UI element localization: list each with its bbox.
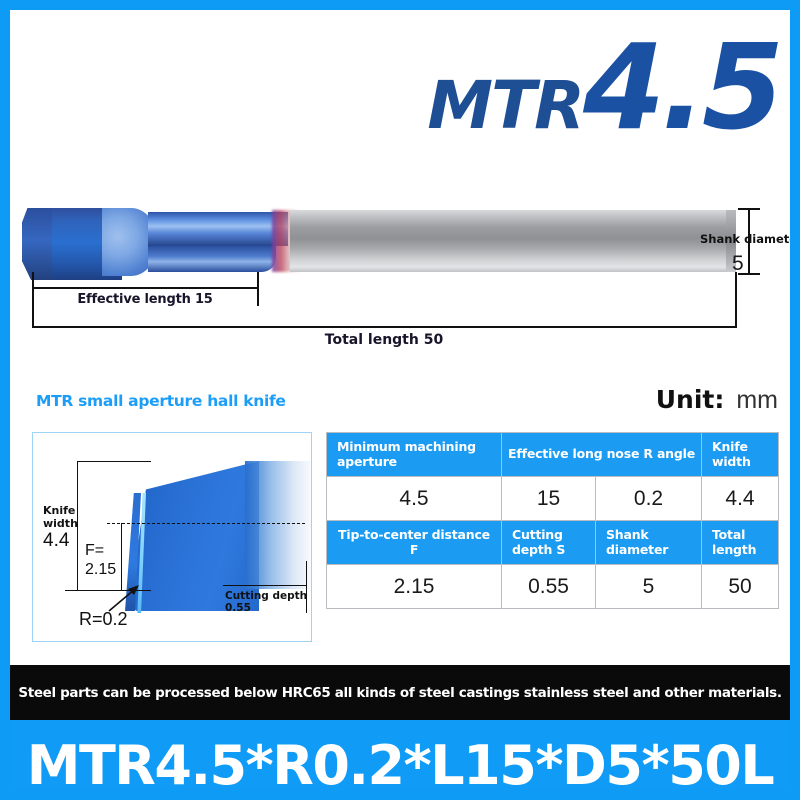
table-header-row-2: Tip-to-center distance F Cutting depth S… <box>326 520 779 565</box>
value-knife-width: 4.4 <box>701 476 779 521</box>
insert-fade-overlay <box>245 461 311 589</box>
header-shank-diameter: Shank diameter <box>595 520 702 565</box>
section-title: MTR small aperture hall knife <box>36 392 286 410</box>
cutting-tip-detail-drawing: Knife width 4.4 F= 2.15 R=0.2 Cutting dept… <box>32 432 312 642</box>
value-minimum-machining-aperture: 4.5 <box>326 476 502 521</box>
f-distance-label: F= 2.15 <box>85 541 116 579</box>
knife-width-tick-top <box>77 461 151 463</box>
knife-width-label-line2: width <box>43 516 78 530</box>
material-note-text: Steel parts can be processed below HRC65… <box>18 684 782 701</box>
effective-length-tick-right <box>257 272 259 306</box>
insert-body-shape <box>129 461 259 611</box>
total-length-label: Total length 50 <box>324 332 444 348</box>
value-shank-diameter: 5 <box>595 564 702 609</box>
coated-shank-upper <box>148 212 288 246</box>
specification-table: Minimum machining aperture Effective lon… <box>326 432 779 609</box>
steel-shank <box>290 210 735 272</box>
unit-indicator: Unit: mm <box>656 385 778 415</box>
cutting-head-face <box>22 208 52 280</box>
shank-diameter-tick-bottom <box>738 273 760 275</box>
table-value-row-1: 4.5 15 0.2 4.4 <box>326 476 779 521</box>
total-length-tick-left <box>32 310 34 328</box>
header-tip-to-center-distance: Tip-to-center distance F <box>326 520 502 565</box>
knife-width-label: Knife width <box>43 504 78 530</box>
nose-radius-arrow-icon <box>108 585 139 612</box>
effective-length-tick-left <box>32 272 34 324</box>
shank-diameter-value: 5 <box>732 252 744 275</box>
tool-illustration <box>10 180 790 355</box>
table-header-row-1: Minimum machining aperture Effective lon… <box>326 432 779 477</box>
nose-radius-label: R=0.2 <box>79 609 128 629</box>
coated-shank-lower <box>148 246 276 272</box>
material-note-bar: Steel parts can be processed below HRC65… <box>10 665 790 720</box>
product-code-bar: MTR4.5*R0.2*L15*D5*50L <box>10 720 790 790</box>
knife-width-dimension-line <box>77 461 79 591</box>
insert-edge-highlight <box>137 493 146 613</box>
total-length-tick-right <box>735 272 737 328</box>
cutting-depth-callout: Cutting depth 0.55 <box>225 590 307 614</box>
cutting-depth-value: 0.55 <box>225 602 251 614</box>
f-label-line2: 2.15 <box>85 561 117 578</box>
f-label-line1: F= <box>85 542 105 559</box>
product-code-text: MTR4.5*R0.2*L15*D5*50L <box>26 733 775 791</box>
shank-diameter-label: Shank diameter <box>700 232 790 246</box>
header-total-length: Total length <box>701 520 779 565</box>
cutting-depth-label: Cutting depth <box>225 590 308 602</box>
f-dimension-line <box>121 523 123 591</box>
value-total-length: 50 <box>701 564 779 609</box>
knife-width-tick-bottom <box>65 590 151 592</box>
cutting-depth-leader-line <box>223 585 307 587</box>
shank-diameter-tick-top <box>738 208 760 210</box>
page-inner-canvas: MTR4.5 Shank diameter 5 Effective length… <box>10 10 790 790</box>
effective-length-dimension-line <box>32 287 258 289</box>
effective-length-label: Effective length 15 <box>77 292 213 307</box>
unit-label: Unit: <box>655 385 725 414</box>
total-length-dimension-line <box>32 326 736 328</box>
header-minimum-machining-aperture: Minimum machining aperture <box>326 432 502 477</box>
header-cutting-depth: Cutting depth S <box>501 520 596 565</box>
page-title-prefix: MTR <box>427 67 585 144</box>
header-effective-long-nose-r-angle: Effective long nose R angle <box>501 432 702 477</box>
knife-width-value: 4.4 <box>43 530 70 551</box>
value-effective-length: 15 <box>501 476 596 521</box>
cutting-depth-tick <box>306 561 308 613</box>
table-value-row-2: 2.15 0.55 5 50 <box>326 564 779 609</box>
center-axis-dashed-line <box>107 523 305 524</box>
shank-diameter-dimension-line <box>748 208 750 274</box>
page-title-size: 4.5 <box>582 18 784 156</box>
value-nose-r-angle: 0.2 <box>595 476 702 521</box>
shank-end-cap <box>726 210 736 272</box>
header-knife-width: Knife width <box>701 432 779 477</box>
page-title: MTR4.5 <box>10 18 784 156</box>
unit-value: mm <box>736 386 778 414</box>
knife-width-label-line1: Knife <box>43 504 76 517</box>
value-cutting-depth: 0.55 <box>501 564 596 609</box>
value-tip-to-center-distance: 2.15 <box>326 564 502 609</box>
